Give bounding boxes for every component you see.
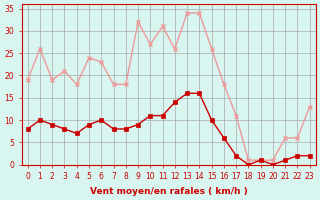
X-axis label: Vent moyen/en rafales ( km/h ): Vent moyen/en rafales ( km/h ) [90, 187, 248, 196]
